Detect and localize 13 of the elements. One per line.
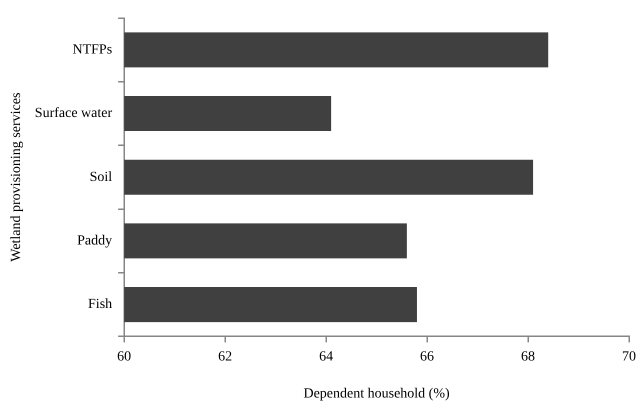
y-tick-label: Surface water <box>34 106 112 122</box>
y-tick-label: Fish <box>88 297 112 312</box>
x-axis-title: Dependent household (%) <box>303 386 450 402</box>
x-tick-label: 60 <box>117 349 132 364</box>
y-axis-title: Wetland provisioning services <box>9 92 24 262</box>
x-tick-label: 66 <box>420 349 434 364</box>
y-tick-label: NTFPs <box>72 42 112 58</box>
x-tick-label: 68 <box>521 349 536 364</box>
x-tick-label: 70 <box>622 349 636 364</box>
x-tick-label: 62 <box>218 349 232 364</box>
x-tick-label: 64 <box>319 349 334 364</box>
y-tick-label: Paddy <box>77 234 112 249</box>
y-tick-label: Soil <box>90 170 112 185</box>
